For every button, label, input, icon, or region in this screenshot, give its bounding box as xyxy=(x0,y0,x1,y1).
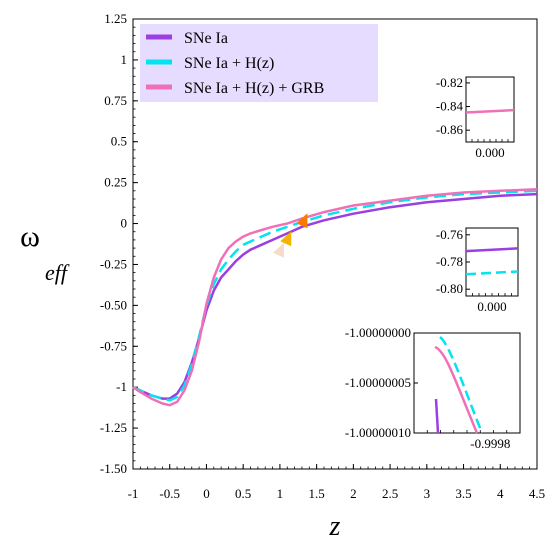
x-tick-label: 2.5 xyxy=(382,486,398,501)
y-tick-label: 0.25 xyxy=(104,175,127,190)
y-tick-label: 0.75 xyxy=(104,93,127,108)
x-tick-label: 0.5 xyxy=(235,486,251,501)
series-marker-1 xyxy=(280,231,292,247)
inset-2: -1.00000000 -1.00000005 -1.00000010 -0.9998 xyxy=(345,325,521,451)
inset-y-tick-label: -1.00000000 xyxy=(345,325,411,340)
inset-y-tick-label: -0.76 xyxy=(436,227,464,242)
legend-label-2: SNe Ia + H(z) + GRB xyxy=(184,80,324,97)
inset-0: -0.82 -0.84 -0.86 0.000 xyxy=(436,75,515,160)
series-line-2 xyxy=(132,187,538,407)
series-marker-0 xyxy=(272,242,284,258)
y-tick-label: -0.25 xyxy=(100,256,127,271)
y-tick-label: -1 xyxy=(116,379,127,394)
inset-y-tick-label: -0.84 xyxy=(436,99,464,114)
series-marker-2 xyxy=(296,213,308,229)
inset-curve-purple xyxy=(434,398,440,434)
inset-y-tick-label: -0.86 xyxy=(436,122,464,137)
legend-box xyxy=(140,24,378,102)
y-tick-label: -1.25 xyxy=(100,420,127,435)
x-tick-label: 0 xyxy=(203,486,210,501)
y-axis-label-subscript: eff xyxy=(45,260,70,285)
inset-y-tick-label: -0.82 xyxy=(436,75,463,90)
x-tick-label: 1 xyxy=(277,486,284,501)
inset-x-tick-label: 0.000 xyxy=(475,145,504,160)
plot-frame xyxy=(132,18,538,470)
x-tick-label: 4 xyxy=(497,486,504,501)
legend-label-0: SNe Ia xyxy=(184,30,228,47)
x-tick-label: -1 xyxy=(128,486,139,501)
x-tick-label: 1.5 xyxy=(309,486,325,501)
y-axis-label: ω xyxy=(20,220,40,253)
y-tick-label: -1.50 xyxy=(100,461,127,476)
inset-1: -0.76 -0.78 -0.80 0.000 xyxy=(436,227,519,314)
inset-x-tick-label: 0.000 xyxy=(477,299,506,314)
y-tick-label: 0 xyxy=(121,216,128,231)
y-tick-label: 1 xyxy=(121,52,128,67)
legend-label-1: SNe Ia + H(z) xyxy=(184,55,274,72)
inset-curve-pink xyxy=(434,345,479,434)
inset-y-tick-label: -0.78 xyxy=(436,254,463,269)
y-tick-label: -0.75 xyxy=(100,338,127,353)
inset-frame xyxy=(413,332,521,434)
inset-curve-cyan xyxy=(439,336,484,434)
series-line-0 xyxy=(132,192,538,400)
inset-line-1 xyxy=(465,270,519,276)
inset-line-0 xyxy=(465,108,515,114)
x-tick-label: 2 xyxy=(350,486,357,501)
inset-frame xyxy=(465,227,519,297)
x-axis-label: z xyxy=(329,511,341,542)
y-tick-label: 1.25 xyxy=(104,11,127,26)
inset-y-tick-label: -1.00000010 xyxy=(345,425,411,440)
x-tick-label: 3.5 xyxy=(455,486,471,501)
x-tick-label: 3 xyxy=(424,486,431,501)
y-tick-label: 0.5 xyxy=(111,134,127,149)
y-tick-label: -0.50 xyxy=(100,297,127,312)
series-line-1 xyxy=(132,189,538,402)
x-tick-label: -0.5 xyxy=(159,486,180,501)
inset-y-tick-label: -0.80 xyxy=(436,281,463,296)
x-tick-label: 4.5 xyxy=(529,486,545,501)
inset-line-0 xyxy=(465,247,519,253)
inset-x-tick-label: -0.9998 xyxy=(470,436,510,451)
inset-y-tick-label: -1.00000005 xyxy=(345,375,411,390)
